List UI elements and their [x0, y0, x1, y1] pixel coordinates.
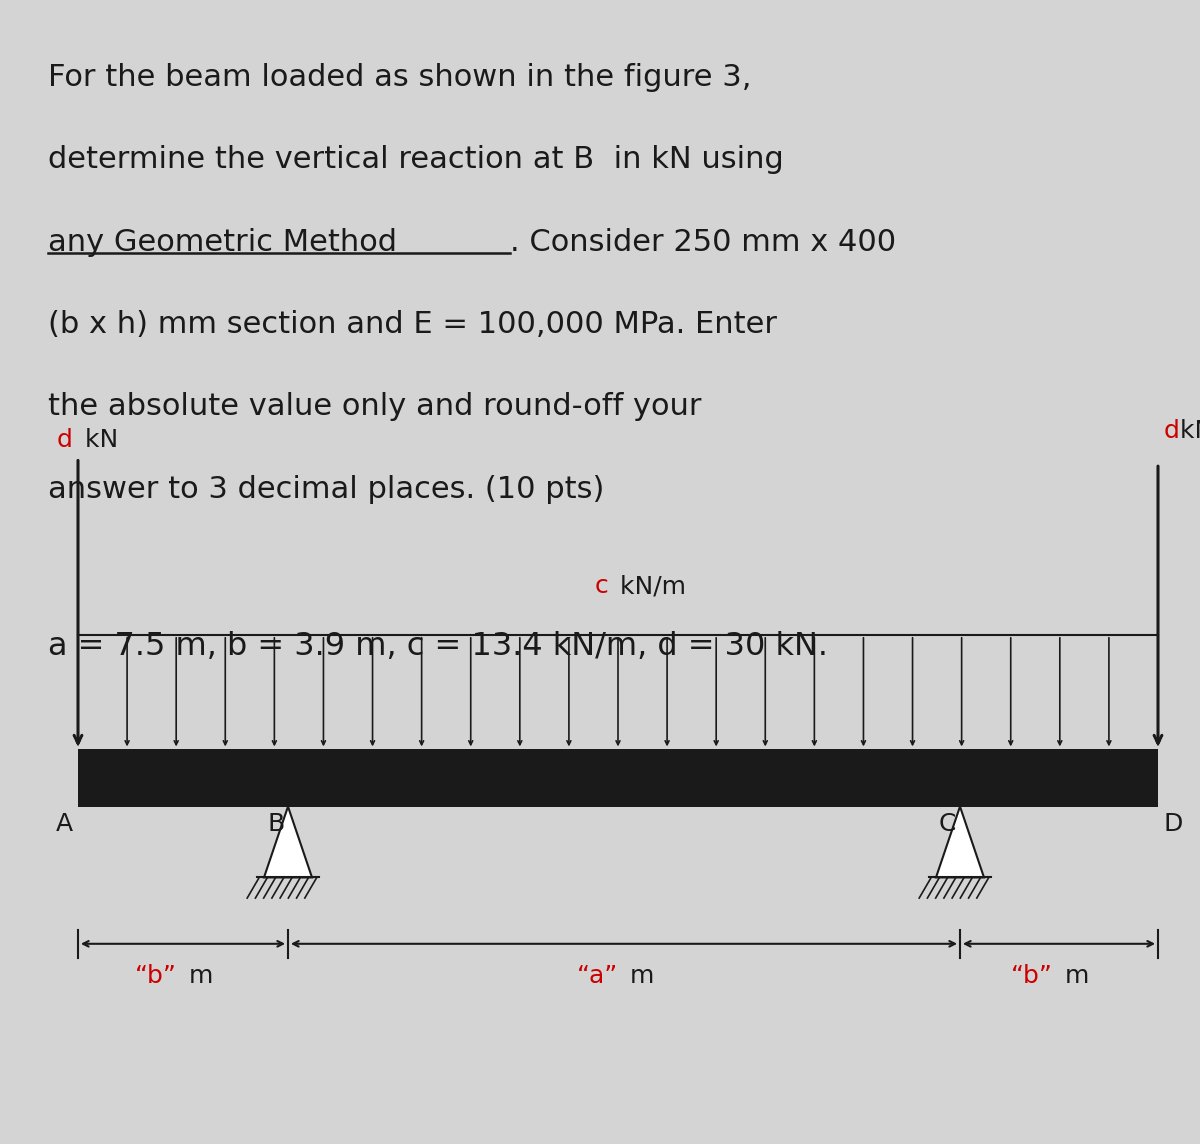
Text: “b”: “b” [1012, 964, 1054, 988]
Text: m: m [1057, 964, 1088, 988]
Bar [78, 749, 1158, 807]
Text: d: d [56, 428, 72, 452]
Polygon shape [936, 807, 984, 877]
Text: kN: kN [77, 428, 118, 452]
Text: C: C [940, 812, 956, 836]
Text: (b x h) mm section and E = 100,000 MPa. Enter: (b x h) mm section and E = 100,000 MPa. … [48, 310, 778, 339]
Text: the absolute value only and round-off your: the absolute value only and round-off yo… [48, 392, 702, 421]
Text: . Consider 250 mm x 400: . Consider 250 mm x 400 [510, 228, 896, 256]
Text: “a”: “a” [577, 964, 618, 988]
Text: d: d [1164, 419, 1180, 443]
Text: a = 7.5 m, b = 3.9 m, c = 13.4 kN/m, d = 30 kN.: a = 7.5 m, b = 3.9 m, c = 13.4 kN/m, d =… [48, 631, 828, 662]
Text: kN/m: kN/m [612, 574, 686, 598]
Text: m: m [180, 964, 212, 988]
Text: answer to 3 decimal places. (10 pts): answer to 3 decimal places. (10 pts) [48, 475, 605, 503]
Text: determine the vertical reaction at B  in kN using: determine the vertical reaction at B in … [48, 145, 784, 174]
Text: For the beam loaded as shown in the figure 3,: For the beam loaded as shown in the figu… [48, 63, 751, 92]
Polygon shape [264, 807, 312, 877]
Text: kN: kN [1172, 419, 1200, 443]
Text: “b”: “b” [136, 964, 178, 988]
Text: any Geometric Method: any Geometric Method [48, 228, 397, 256]
Text: D: D [1164, 812, 1183, 836]
Text: m: m [622, 964, 654, 988]
Text: c: c [595, 574, 608, 598]
Text: A: A [56, 812, 73, 836]
Text: B: B [268, 812, 284, 836]
